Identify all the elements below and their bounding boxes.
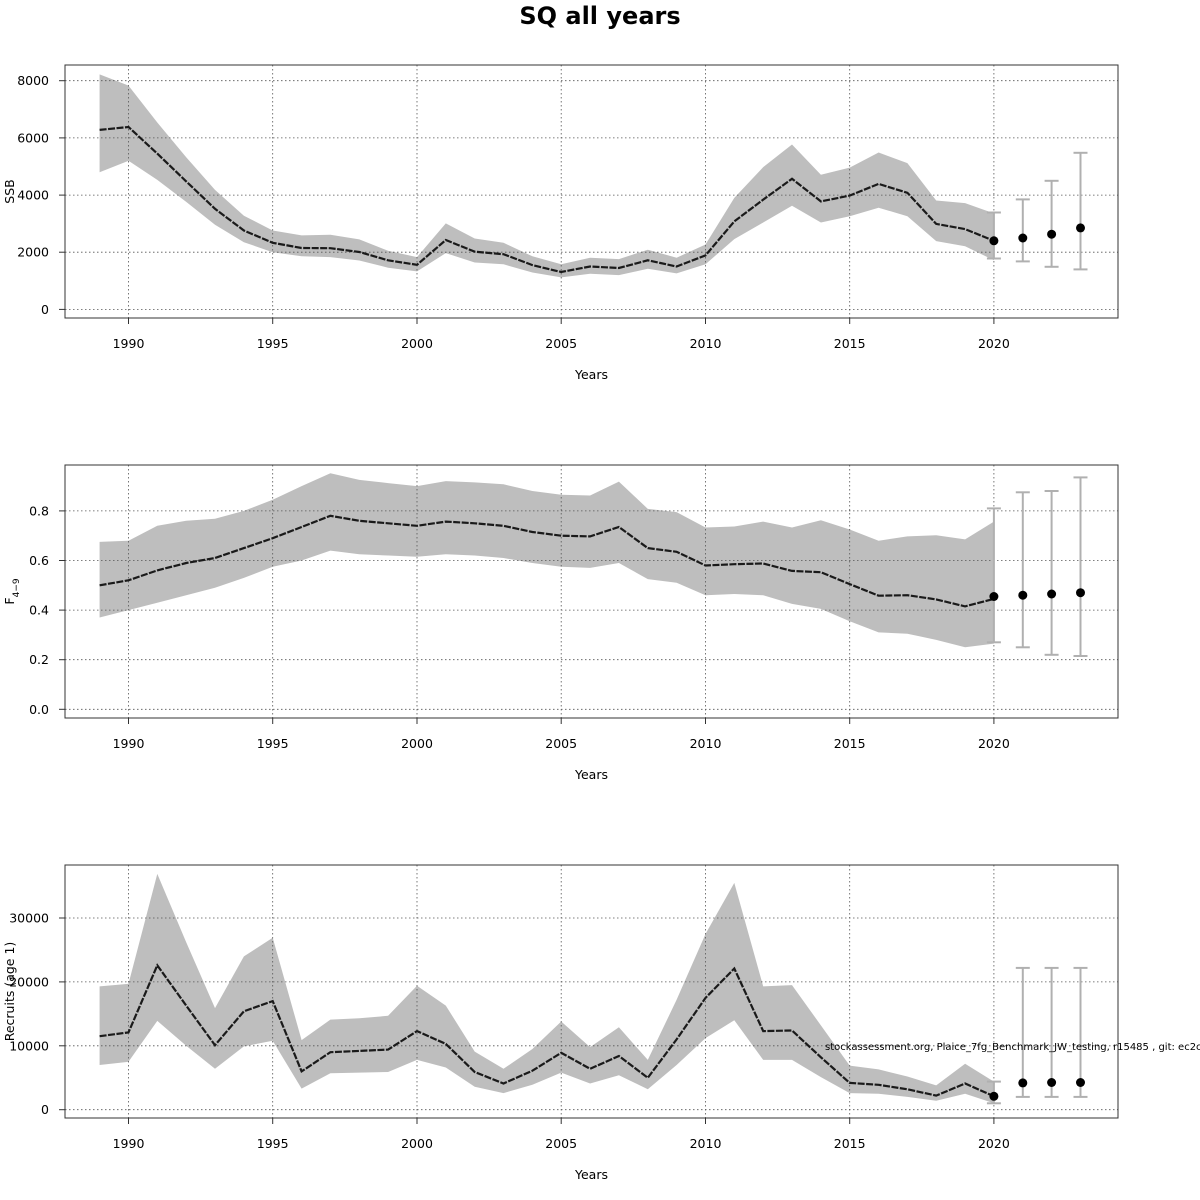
confidence-band <box>99 473 994 648</box>
plot-frame <box>64 64 1119 319</box>
forecast-point <box>989 1091 999 1101</box>
y-tick-label: 0.0 <box>29 702 49 717</box>
y-tick-label: 0.8 <box>29 503 49 518</box>
plot-frame <box>64 464 1119 719</box>
forecast-errorbar <box>1015 966 1030 1098</box>
y-tick-label: 0.2 <box>29 652 49 667</box>
y-tick-label: 4000 <box>17 188 49 203</box>
estimate-line <box>99 125 995 274</box>
y-tick-label: 8000 <box>17 73 49 88</box>
y-tick-label: 6000 <box>17 130 49 145</box>
forecast-point <box>1076 588 1085 598</box>
x-tick-label: 2010 <box>690 336 722 351</box>
y-tick-label: 0.6 <box>29 553 49 568</box>
x-tick-label: 2020 <box>978 736 1010 751</box>
x-axis-label: Years <box>574 367 608 382</box>
y-tick-label: 0 <box>41 1102 49 1117</box>
forecast-errorbar <box>1073 476 1088 657</box>
x-tick-label: 1995 <box>257 736 289 751</box>
footnote: stockassessment.org, Plaice_7fg_Benchmar… <box>825 1042 1200 1053</box>
y-axis-label: SSB <box>2 179 17 203</box>
confidence-band <box>99 873 994 1104</box>
forecast-errorbar <box>1015 198 1030 263</box>
x-tick-label: 2005 <box>545 736 577 751</box>
panel-2: 1990 1995 2000 2005 2010 2015 2020 0.0 0.2 0.4 0.6… <box>2 464 1119 782</box>
x-tick-label: 1995 <box>257 336 289 351</box>
confidence-band <box>99 74 994 278</box>
panel-1: 1990 1995 2000 2005 2010 2015 2020 0 2000 4000 600… <box>2 64 1119 382</box>
plot-frame <box>64 864 1119 1119</box>
forecast-errorbar <box>1015 491 1030 649</box>
panels: 1990 1995 2000 2005 2010 2015 2020 0 2000 4000 600… <box>2 64 1119 1182</box>
x-tick-label: 1990 <box>113 1136 145 1151</box>
x-tick-label: 2020 <box>978 1136 1010 1151</box>
y-tick-label: 0 <box>41 302 49 317</box>
y-tick-label: 30000 <box>9 911 49 926</box>
y-tick-label: 2000 <box>17 245 49 260</box>
x-tick-label: 2015 <box>834 736 866 751</box>
forecast-errorbar <box>1044 490 1059 656</box>
x-tick-label: 2015 <box>834 336 866 351</box>
forecast-errorbar <box>1073 966 1088 1098</box>
estimate-line <box>99 514 995 608</box>
x-tick-label: 2005 <box>545 336 577 351</box>
forecast-point <box>1047 1078 1057 1087</box>
x-tick-label: 2010 <box>690 1136 722 1151</box>
y-axis-label: Recruits (age 1) <box>2 942 17 1042</box>
forecast-point <box>1018 233 1028 243</box>
panel-3: 1990 1995 2000 2005 2010 2015 2020 0 10000 20000 3… <box>2 864 1119 1182</box>
x-tick-label: 2005 <box>545 1136 577 1151</box>
x-tick-label: 2000 <box>401 736 433 751</box>
x-tick-label: 1990 <box>113 736 145 751</box>
forecast-errorbar <box>1044 179 1059 268</box>
forecast-point <box>1047 589 1057 599</box>
x-tick-label: 2015 <box>834 1136 866 1151</box>
x-tick-label: 1995 <box>257 1136 289 1151</box>
y-axis-label: F4−9 <box>2 578 22 604</box>
y-tick-label: 20000 <box>9 974 49 989</box>
x-tick-label: 2000 <box>401 336 433 351</box>
forecast-errorbar <box>986 211 1001 260</box>
y-tick-label: 10000 <box>9 1038 49 1053</box>
x-axis-label: Years <box>574 1167 608 1182</box>
x-tick-label: 2010 <box>690 736 722 751</box>
forecast-point <box>1018 1078 1028 1088</box>
forecast-errorbar <box>1044 966 1059 1098</box>
forecast-point <box>1047 229 1057 239</box>
estimate-line <box>99 963 995 1098</box>
x-tick-label: 2000 <box>401 1136 433 1151</box>
forecast-errorbar <box>1073 151 1088 271</box>
x-tick-label: 1990 <box>113 336 145 351</box>
forecast-errorbar <box>986 507 1001 644</box>
forecast-point <box>1076 1078 1085 1087</box>
y-axis-label-subscript: 4−9 <box>12 578 22 597</box>
forecast-point <box>989 236 999 246</box>
forecast-point <box>989 592 999 601</box>
chart-title: SQ all years <box>519 2 680 30</box>
x-axis-label: Years <box>574 767 608 782</box>
forecast-point <box>1018 590 1028 600</box>
x-tick-label: 2020 <box>978 336 1010 351</box>
y-tick-label: 0.4 <box>29 603 49 618</box>
forecast-point <box>1076 223 1085 233</box>
